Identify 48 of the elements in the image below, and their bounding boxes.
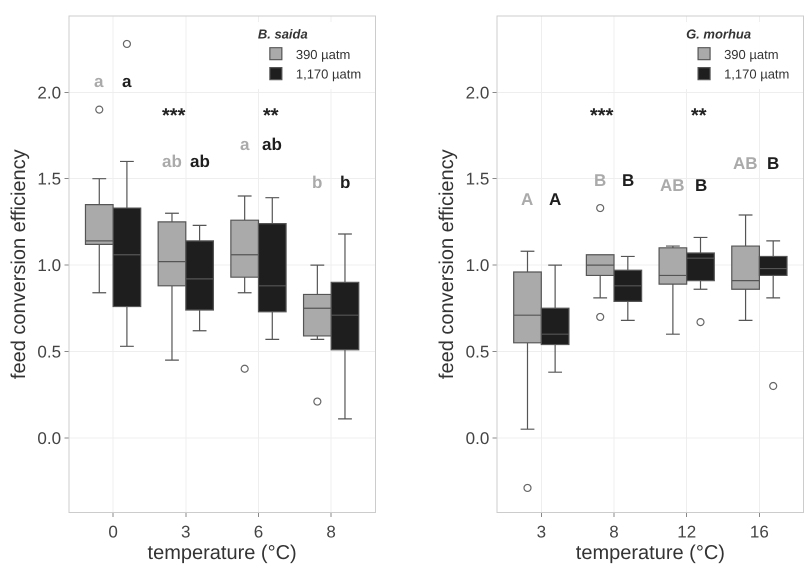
text: ab [162, 152, 182, 171]
legend-label: 1,170 µatm [724, 66, 790, 82]
legend-label: 390 µatm [296, 46, 350, 62]
x-tick-label: 12 [677, 522, 696, 542]
text: a [94, 72, 104, 91]
y-axis-title: feed conversion efficiency [436, 149, 458, 380]
text: b [312, 173, 322, 192]
text: A [549, 190, 562, 209]
y-tick-label: 0.0 [37, 428, 62, 448]
text: a [240, 135, 250, 154]
legend-label: 390 µatm [724, 46, 779, 62]
y-tick-label: 1.5 [37, 170, 62, 189]
annotation: ** [691, 105, 707, 127]
y-tick-label: 0.0 [466, 428, 490, 448]
text: a [122, 72, 132, 91]
text: ab [190, 152, 210, 171]
text: B [594, 171, 606, 190]
x-tick-label: 3 [536, 522, 546, 542]
y-tick-label: 2.0 [466, 83, 490, 102]
text: b [340, 173, 350, 192]
legend-label: 1,170 µatm [296, 66, 362, 82]
text: A [521, 190, 534, 209]
text: AB [733, 154, 758, 173]
annotation: *** [590, 105, 614, 127]
x-tick-label: 6 [254, 522, 264, 542]
text: ab [262, 135, 282, 154]
y-tick-label: 1.0 [37, 256, 62, 276]
text: B [767, 154, 780, 173]
y-tick-label: 0.5 [37, 342, 62, 362]
text: B [695, 176, 708, 195]
x-tick-label: 3 [181, 522, 191, 542]
text: B [622, 171, 634, 190]
x-tick-label: 16 [750, 522, 769, 542]
y-tick-label: 1.0 [466, 256, 490, 276]
legend-title: G. morhua [686, 26, 752, 42]
x-tick-label: 8 [326, 522, 336, 542]
x-tick-label: 8 [609, 522, 619, 542]
x-tick-label: 0 [108, 522, 118, 542]
y-tick-label: 0.5 [466, 342, 490, 362]
annotation: *** [162, 105, 186, 127]
y-tick-label: 1.5 [466, 170, 490, 189]
annotation: ** [263, 105, 279, 127]
y-axis-title: feed conversion efficiency [8, 149, 30, 380]
x-axis-title: temperature (°C) [148, 542, 297, 564]
legend-title: B. saida [258, 26, 308, 42]
x-axis-title: temperature (°C) [576, 542, 725, 564]
text: AB [660, 176, 685, 195]
y-tick-label: 2.0 [37, 83, 62, 102]
